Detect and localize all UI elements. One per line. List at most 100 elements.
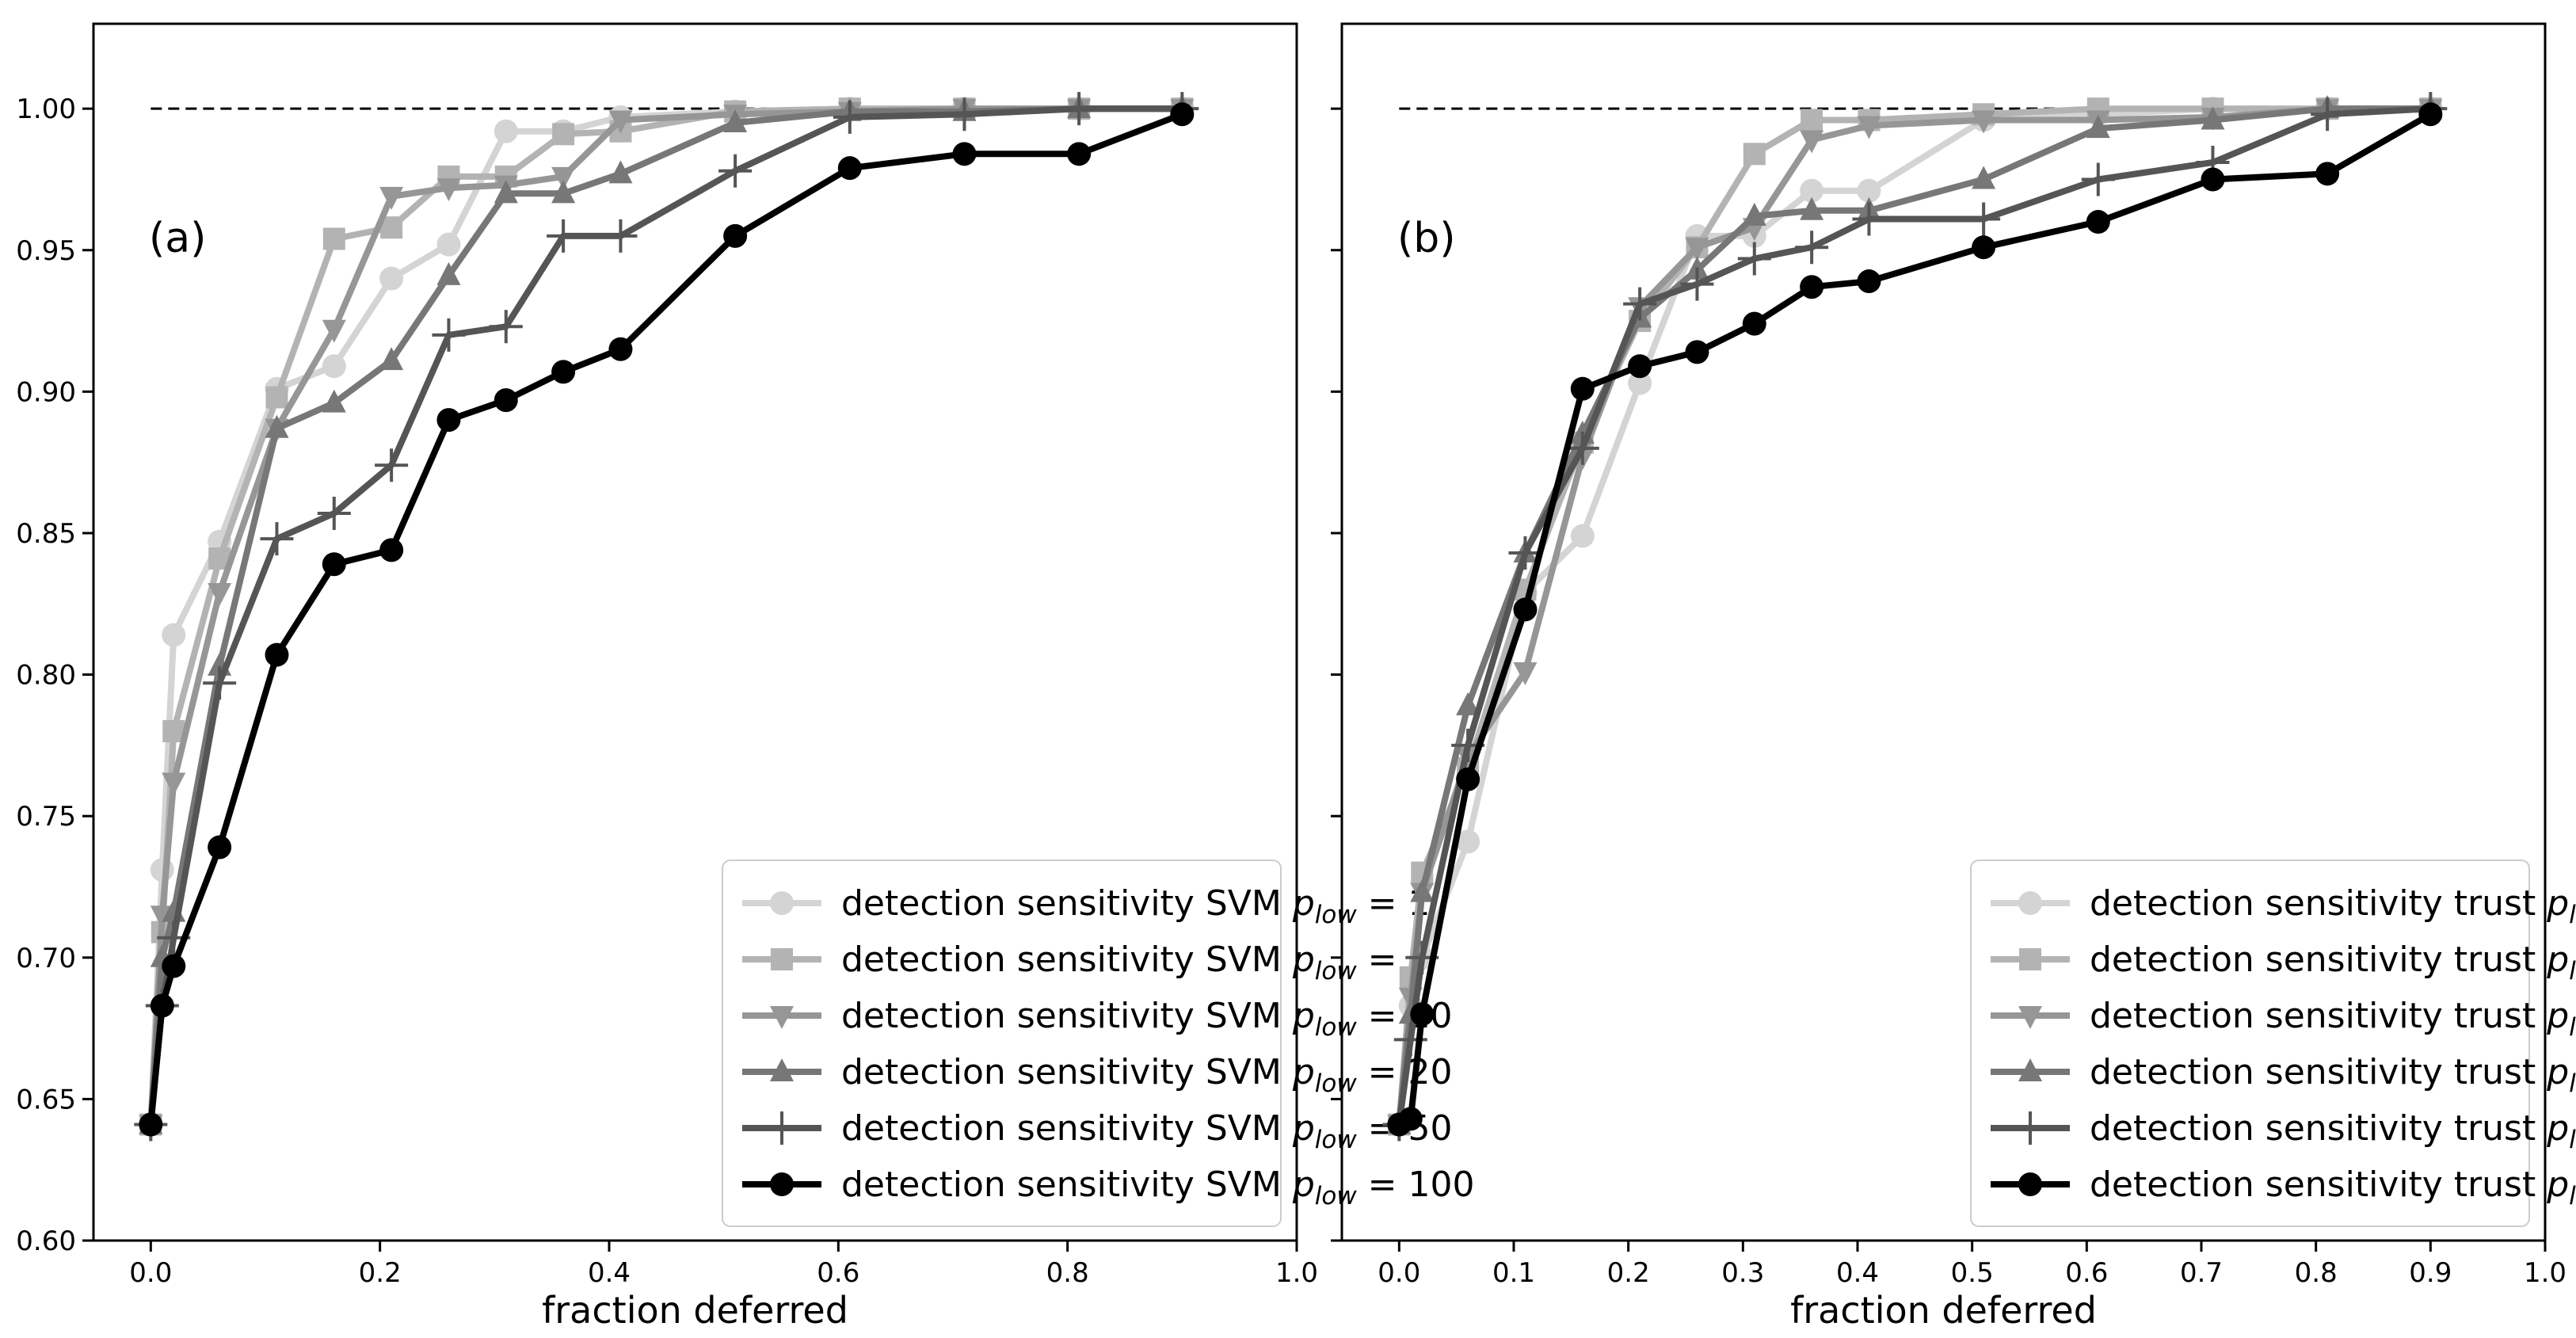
y-tick-label: 0.80 <box>16 660 76 692</box>
x-axis-label: fraction deferred <box>542 1289 848 1332</box>
legend-entry: detection sensitivity trust plow = 10 <box>1991 996 2576 1042</box>
series-line <box>1396 105 2431 1125</box>
data-point <box>1570 376 1595 401</box>
data-point <box>493 119 518 143</box>
axes-frame <box>1340 22 2547 1242</box>
series-line <box>147 105 1183 1125</box>
axes-frame <box>92 22 1298 1242</box>
data-point <box>1795 231 1829 265</box>
data-point <box>833 100 867 134</box>
x-tick-label: 0.8 <box>2295 1257 2338 1289</box>
x-tick-label: 0.3 <box>1721 1257 1764 1289</box>
legend-label: detection sensitivity trust plow = 50 <box>2090 1108 2576 1154</box>
legend-label: detection sensitivity trust plow = 5 <box>2090 940 2576 985</box>
y-tick-label: 0.75 <box>16 801 76 833</box>
data-point <box>1628 371 1652 395</box>
data-point <box>203 666 237 700</box>
legend-entry: detection sensitivity trust plow = 50 <box>1991 1108 2576 1154</box>
data-point <box>1398 1107 1423 1131</box>
y-tick-label: 0.95 <box>16 235 76 267</box>
series-plow-100 <box>139 102 1195 1137</box>
legend-label: detection sensitivity trust plow = 10 <box>2090 996 2576 1042</box>
data-point <box>1742 311 1766 336</box>
y-tick-label: 1.00 <box>16 93 76 125</box>
data-point <box>265 642 289 667</box>
data-point <box>265 386 288 409</box>
data-point <box>608 160 633 184</box>
data-point <box>436 232 461 257</box>
legend-swatch-marker <box>770 891 794 915</box>
data-point <box>265 414 289 438</box>
data-point <box>2081 162 2115 196</box>
data-point <box>208 835 232 860</box>
data-point <box>551 360 576 384</box>
data-point <box>2201 106 2225 130</box>
legend: detection sensitivity trust plow = 1 dete… <box>1970 860 2576 1227</box>
data-point <box>322 389 346 413</box>
data-point <box>1972 110 1996 134</box>
chart-panel-a: 0.0 0.2 0.4 0.6 0.8 1.0 0.60 0.65 0.70 0.75 0.80 0.… <box>16 22 1475 1332</box>
data-point <box>375 448 409 482</box>
legend-swatch-marker <box>770 1006 794 1029</box>
legend-swatch-marker <box>2018 1172 2042 1196</box>
data-point <box>552 123 575 146</box>
data-point <box>379 347 404 371</box>
data-point <box>322 319 346 343</box>
legend-label: detection sensitivity trust plow = 100 <box>2090 1165 2576 1210</box>
data-point <box>1800 196 1824 220</box>
data-point <box>1565 431 1599 465</box>
legend-swatch-marker <box>2019 948 2041 970</box>
data-point <box>432 318 466 352</box>
data-point <box>379 266 404 291</box>
data-point <box>947 97 981 132</box>
data-point <box>1170 102 1195 127</box>
data-point <box>1410 1002 1435 1027</box>
data-point <box>1685 238 1709 261</box>
y-tick-label: 0.65 <box>16 1084 76 1115</box>
data-point <box>489 310 523 344</box>
data-point <box>322 227 345 250</box>
panel-label: (b) <box>1397 215 1456 262</box>
y-tick-label: 0.90 <box>16 376 76 408</box>
y-tick-label: 0.85 <box>16 518 76 550</box>
x-tick-label: 0.0 <box>129 1257 172 1289</box>
data-point <box>1513 597 1538 622</box>
data-point <box>1972 166 1996 189</box>
legend: detection sensitivity SVM plow = 1 detect… <box>722 860 1475 1227</box>
data-point <box>1967 202 2001 236</box>
x-tick-label: 0.6 <box>2065 1257 2108 1289</box>
panel-label: (a) <box>149 215 206 262</box>
data-point <box>1410 879 1435 902</box>
x-tick-label: 1.0 <box>2524 1257 2566 1289</box>
data-point <box>436 178 461 202</box>
legend-entry: detection sensitivity SVM plow = 10 <box>742 996 1453 1042</box>
x-tick-label: 0.4 <box>1836 1257 1879 1289</box>
data-point <box>1857 178 1881 203</box>
data-point <box>723 109 748 133</box>
legend-entry: detection sensitivity trust plow = 20 <box>1991 1052 2576 1098</box>
x-tick-label: 1.0 <box>1275 1257 1318 1289</box>
data-point <box>322 354 346 379</box>
legend-label: detection sensitivity SVM plow = 1 <box>841 883 1431 929</box>
data-point <box>1972 235 1996 260</box>
data-point <box>162 772 186 796</box>
data-point <box>150 993 174 1018</box>
data-point <box>493 180 518 204</box>
data-point <box>1623 287 1657 321</box>
data-point <box>208 582 232 606</box>
data-point <box>1801 109 1823 132</box>
data-point <box>551 180 576 204</box>
data-point <box>1680 267 1714 301</box>
data-point <box>837 156 862 181</box>
data-point <box>1456 692 1480 715</box>
legend-label: detection sensitivity SVM plow = 20 <box>841 1052 1453 1098</box>
legend-swatch-marker <box>770 1058 794 1081</box>
chart-panel-b: 0.0 0.1 0.2 0.3 0.4 0.5 0.6 0.7 0.8 0.9 1.0 fractio… <box>1331 22 2576 1332</box>
legend-label: detection sensitivity trust plow = 20 <box>2090 1052 2576 1098</box>
legend-entry: detection sensitivity trust plow = 1 <box>1991 883 2576 929</box>
x-tick-label: 0.0 <box>1378 1257 1420 1289</box>
x-axis-label: fraction deferred <box>1790 1289 2097 1332</box>
legend-entry: detection sensitivity SVM plow = 20 <box>742 1052 1453 1098</box>
series-line <box>1396 105 2431 1126</box>
